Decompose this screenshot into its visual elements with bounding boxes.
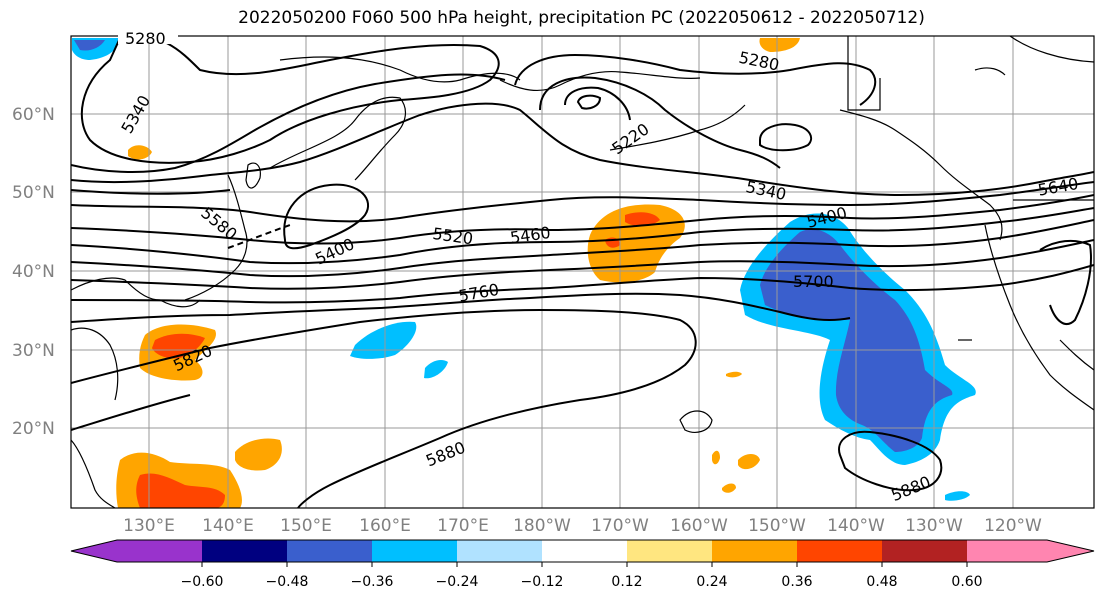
colorbar-tick-label: 0.36 <box>781 574 812 590</box>
colorbar-swatch <box>967 540 1047 562</box>
contour-line <box>1039 239 1092 325</box>
colorbar-tick-label: 0.60 <box>951 574 982 590</box>
colorbar-tick-label: −0.48 <box>266 574 309 590</box>
colorbar-tick-label: −0.12 <box>521 574 564 590</box>
precip-area <box>738 454 760 470</box>
coastline <box>839 109 1003 241</box>
contour-line <box>71 264 1094 304</box>
precip-area <box>945 491 970 501</box>
lon-label: 120°W <box>984 516 1042 536</box>
precip-area <box>712 450 720 465</box>
border <box>847 36 881 111</box>
lat-label: 20°N <box>12 419 55 439</box>
coastline <box>499 70 701 91</box>
longitude-labels: 130°E 140°E 150°E 160°E 170°E 180°W 170°… <box>123 516 1042 536</box>
precip-area <box>128 145 152 160</box>
map-title: 2022050200 F060 500 hPa height, precipit… <box>238 8 925 28</box>
coastline <box>245 162 261 189</box>
precip-area <box>424 360 448 379</box>
lat-label: 30°N <box>12 341 55 361</box>
lon-label: 140°W <box>827 516 885 536</box>
contour-line <box>71 239 1094 290</box>
contour-line <box>71 194 1094 245</box>
contour-line <box>71 207 1094 265</box>
colorbar-swatch <box>202 540 287 562</box>
coastline <box>71 277 201 308</box>
lat-label: 40°N <box>12 262 55 282</box>
coastline <box>71 439 116 508</box>
colorbar-tick-label: 0.48 <box>866 574 897 590</box>
lon-label: 170°W <box>591 516 649 536</box>
map-frame <box>70 35 1095 509</box>
lon-label: 160°E <box>359 516 411 536</box>
colorbar-tick-label: −0.60 <box>181 574 224 590</box>
colorbar-tick-label: 0.12 <box>611 574 642 590</box>
contour-line <box>514 53 877 106</box>
colorbar-swatch <box>372 540 457 562</box>
precip-area <box>726 371 742 378</box>
colorbar-tick-label: −0.36 <box>351 574 394 590</box>
coastline <box>984 224 1094 411</box>
coastline <box>71 327 119 401</box>
lon-label: 150°E <box>280 516 332 536</box>
coastline <box>1059 339 1094 371</box>
lon-label: 170°E <box>437 516 489 536</box>
colorbar-outline <box>70 539 1095 563</box>
colorbar-swatch <box>627 540 712 562</box>
colorbar-swatch <box>882 540 967 562</box>
contour-line <box>71 219 1094 278</box>
coastline <box>1009 36 1094 63</box>
coastline <box>974 67 1006 76</box>
colorbar-swatch <box>287 540 372 562</box>
precip-area <box>136 473 225 508</box>
lon-label: 130°E <box>123 516 175 536</box>
contour-line <box>71 102 1094 197</box>
lon-label: 130°W <box>905 516 963 536</box>
lon-label: 140°E <box>202 516 254 536</box>
contour-line <box>80 36 500 164</box>
contour-line <box>71 292 851 323</box>
contour-line <box>838 430 943 492</box>
colorbar-swatch <box>797 540 882 562</box>
contour-line <box>539 76 781 169</box>
coastline <box>184 174 248 301</box>
coastline <box>679 410 713 433</box>
contour-line <box>71 181 1094 223</box>
contour-label: 5280 <box>125 29 166 48</box>
colorbar-swatch <box>457 540 542 562</box>
contour-line <box>71 73 506 173</box>
contour-line <box>71 189 231 195</box>
latitude-labels: 60°N 50°N 40°N 30°N 20°N <box>12 105 55 439</box>
lat-label: 60°N <box>12 105 55 125</box>
contour-line <box>576 94 602 110</box>
colorbar: −0.60 −0.48 −0.36 −0.24 −0.12 0.12 0.24 … <box>70 539 1095 590</box>
graticule <box>71 36 1094 508</box>
height-contours <box>71 36 1094 508</box>
precip-area <box>722 483 736 493</box>
contour-line <box>759 123 813 152</box>
coastline <box>269 96 407 181</box>
contour-line-dashed <box>227 224 291 249</box>
colorbar-extend-high <box>1047 540 1094 562</box>
contour-line <box>283 183 370 250</box>
precip-area <box>235 438 282 471</box>
colorbar-swatch <box>117 540 202 562</box>
precip-area <box>759 38 800 52</box>
lat-label: 50°N <box>12 183 55 203</box>
lon-label: 160°W <box>670 516 728 536</box>
colorbar-tick-label: −0.24 <box>436 574 479 590</box>
contour-line <box>71 308 697 508</box>
colorbar-swatch <box>542 540 627 562</box>
contour-label: 5700 <box>793 272 834 291</box>
contour-line <box>71 394 191 431</box>
contour-line <box>564 86 631 121</box>
colorbar-swatch <box>712 540 797 562</box>
precip-area <box>74 40 105 51</box>
precip-area <box>625 212 660 227</box>
colorbar-tick-label: 0.24 <box>696 574 727 590</box>
lon-label: 150°W <box>748 516 806 536</box>
lon-label: 180°W <box>513 516 571 536</box>
coastline <box>609 104 746 151</box>
